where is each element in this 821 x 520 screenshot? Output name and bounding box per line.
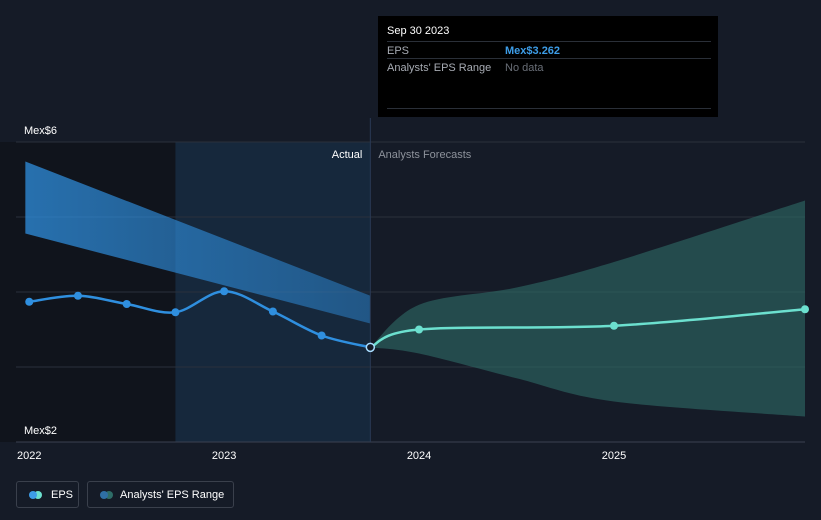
eps-point[interactable] [268,307,277,316]
x-tick-label: 2024 [407,450,431,462]
x-tick-label: 2022 [17,450,41,462]
eps-point[interactable] [220,287,229,296]
eps-forecast-point[interactable] [415,325,424,334]
y-axis-top-label: Mex$6 [24,125,57,137]
eps-point[interactable] [122,300,131,308]
forecast-eps-range-area [370,200,805,417]
tooltip-eps-value: Mex$3.262 [505,45,561,57]
y-axis-bottom-label: Mex$2 [24,425,57,437]
actual-label: Actual [332,149,363,161]
eps-forecast-line [369,308,806,349]
eps-point[interactable] [25,297,34,306]
eps-forecast-point[interactable] [801,305,809,314]
forecast-label: Analysts Forecasts [378,149,471,161]
eps-legend-icon-front [29,491,37,499]
legend-range-label: Analysts' EPS Range [120,489,225,501]
eps-point[interactable] [73,291,82,300]
tooltip-date: Sep 30 2023 [387,25,450,37]
tooltip: Sep 30 2023 EPS Mex$3.262 Analysts' EPS … [378,16,718,117]
eps-forecast-point[interactable] [609,321,618,330]
tooltip-divider [387,108,711,109]
tooltip-range-row: Analysts' EPS Range No data [387,58,711,75]
tooltip-eps-row: EPS Mex$3.262 [387,41,711,58]
eps-line [29,289,371,349]
eps-legend-icon [34,491,42,499]
tooltip-range-value: No data [505,62,544,74]
x-tick-label: 2025 [602,450,626,462]
x-tick-label: 2023 [212,450,236,462]
range-legend-icon-front [100,491,108,499]
range-legend-icon [105,491,113,499]
eps-point[interactable] [365,342,376,353]
tooltip-range-label: Analysts' EPS Range [387,62,492,74]
legend-eps-button[interactable]: EPS [16,481,79,508]
legend-range-button[interactable]: Analysts' EPS Range [87,481,234,508]
eps-point[interactable] [171,308,180,317]
past-eps-range-area [25,161,371,324]
legend-eps-label: EPS [51,489,74,501]
tooltip-eps-label: EPS [387,45,410,57]
eps-point[interactable] [317,331,326,340]
